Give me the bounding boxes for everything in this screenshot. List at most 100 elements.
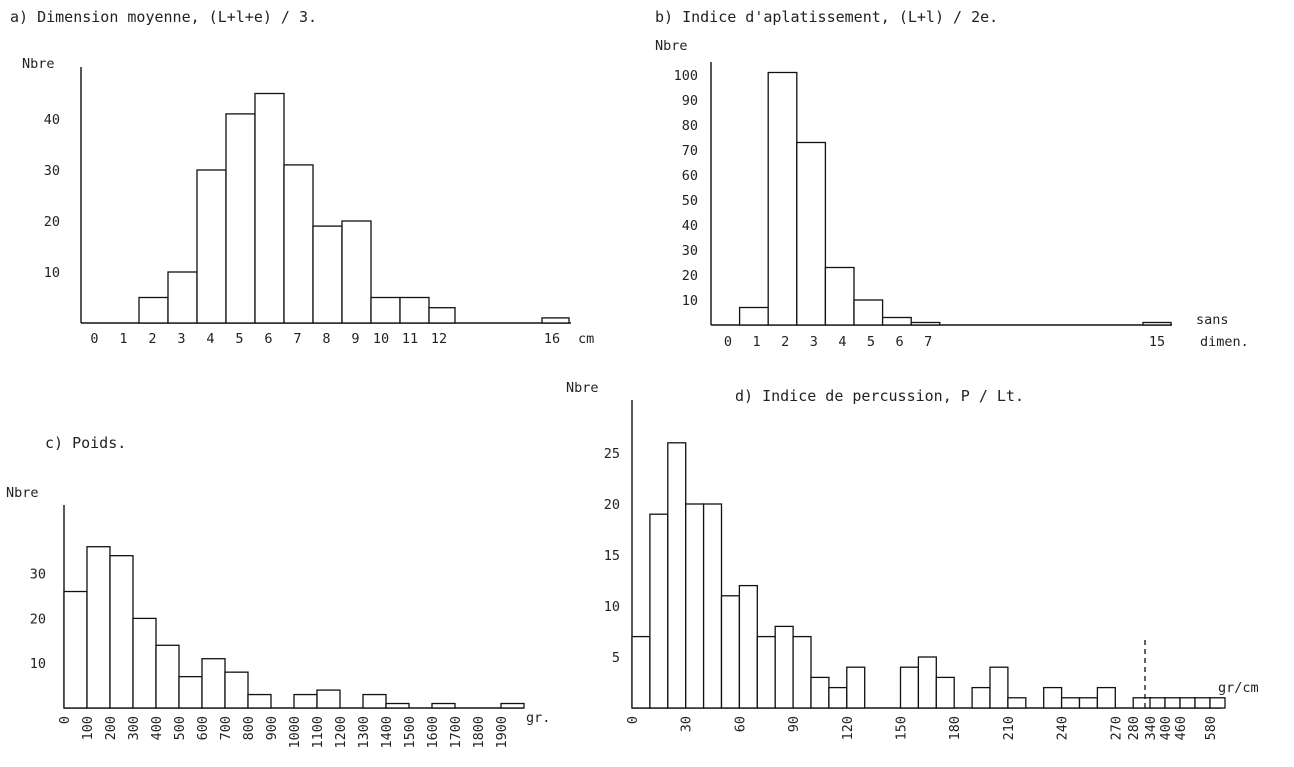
panel-d-bar — [1209, 697, 1226, 709]
panel-a-bar — [541, 317, 570, 324]
panel-c-bar — [63, 590, 88, 709]
panel-c-x-tick: 500 — [172, 716, 188, 740]
panel-d-bar — [828, 686, 848, 709]
panel-a-bar — [312, 225, 343, 324]
panel-d-bar — [971, 686, 991, 709]
panel-b-bar — [767, 71, 798, 326]
panel-c-bar — [385, 702, 410, 709]
panel-b-x-tick: 0 — [724, 334, 732, 350]
panel-b-bar — [824, 266, 855, 326]
panel-d-x-tick: 240 — [1055, 716, 1071, 740]
panel-b-y-tick: 90 — [682, 93, 698, 109]
panel-d-x-tick: 30 — [679, 716, 695, 732]
panel-d-y-tick: 10 — [604, 599, 620, 615]
panel-b-bar — [910, 321, 941, 326]
panel-c-bar — [201, 658, 226, 709]
panel-d-bar — [756, 635, 776, 709]
panel-a-x-unit: cm — [578, 331, 594, 347]
panel-d-bar — [810, 676, 830, 709]
panel-a-x-tick: 2 — [148, 331, 156, 347]
panel-d-x-unit: gr/cm — [1218, 680, 1259, 696]
panel-d-x-tick: 280 — [1126, 716, 1142, 740]
panel-b-x-unit-line2: dimen. — [1200, 334, 1249, 350]
panel-d-bar — [1149, 697, 1166, 709]
panel-d-bar — [649, 513, 669, 709]
panel-b-x-tick: 5 — [867, 334, 875, 350]
panel-d-bar — [1164, 697, 1181, 709]
panel-a-bar — [341, 220, 372, 324]
panel-a-x-tick: 7 — [293, 331, 301, 347]
panel-a-x-tick: 1 — [119, 331, 127, 347]
panel-d-bar — [685, 503, 705, 709]
panel-c-x-tick: 200 — [103, 716, 119, 740]
panel-b-x-tick: 1 — [753, 334, 761, 350]
panel-b-y-tick: 50 — [682, 193, 698, 209]
panel-c-x-tick: 1700 — [448, 716, 464, 749]
panel-b-bar — [881, 316, 912, 326]
panel-c-x-tick: 1400 — [379, 716, 395, 749]
panel-b-y-tick: 10 — [682, 293, 698, 309]
panel-c-bar — [431, 702, 456, 709]
panel-c-bar — [316, 689, 341, 709]
panel-b-x-tick: 15 — [1149, 334, 1165, 350]
panel-d-x-tick: 150 — [894, 716, 910, 740]
panel-c-bar — [362, 693, 387, 709]
panel-d-bar — [738, 584, 758, 709]
panel-d-x-tick: 120 — [840, 716, 856, 740]
panel-a-y-label: Nbre — [22, 56, 55, 72]
panel-a-x-tick: 11 — [402, 331, 418, 347]
panel-a-x-tick: 4 — [206, 331, 214, 347]
panel-d-y-tick: 25 — [604, 446, 620, 462]
panel-b-x-tick: 7 — [924, 334, 932, 350]
panel-c-y-tick: 20 — [30, 611, 46, 627]
panel-c-x-tick: 1300 — [356, 716, 372, 749]
panel-d-x-tick: 340 — [1143, 716, 1159, 740]
panel-a-bar — [399, 296, 430, 324]
panel-a-x-tick: 0 — [90, 331, 98, 347]
panel-c-y-label: Nbre — [6, 485, 39, 501]
panel-d-bar — [846, 666, 866, 709]
panel-b-y-tick: 80 — [682, 118, 698, 134]
panel-b-plot: 10 20 30 40 50 60 70 80 90 100 0 1 2 3 4 5 6 7 15 — [674, 62, 1172, 350]
panel-a-title: a) Dimension moyenne, (L+l+e) / 3. — [10, 8, 317, 26]
panel-c-x-tick: 600 — [195, 716, 211, 740]
panel-c-x-tick: 100 — [80, 716, 96, 740]
panel-a-x-tick: 9 — [351, 331, 359, 347]
panel-d-bar — [702, 503, 723, 709]
panel-c-x-tick: 1600 — [425, 716, 441, 749]
panel-c-bar — [247, 693, 272, 709]
panel-b-x-unit-line1: sans — [1196, 312, 1229, 328]
panel-c-y-tick: 10 — [30, 656, 46, 672]
panel-d-bar — [1194, 697, 1211, 709]
panel-b-title: b) Indice d'aplatissement, (L+l) / 2e. — [655, 8, 998, 26]
panel-d-bar — [1078, 697, 1099, 709]
panel-a-bar — [428, 307, 456, 324]
panel-d-x-tick: 580 — [1203, 716, 1219, 740]
panel-a-bar — [283, 164, 314, 324]
panel-d-bar — [1132, 697, 1152, 709]
panel-b: b) Indice d'aplatissement, (L+l) / 2e. N… — [655, 8, 1249, 350]
panel-b-y-tick: 60 — [682, 168, 698, 184]
panel-d-x-tick: 0 — [625, 716, 641, 724]
panel-a-bar — [167, 271, 198, 324]
panel-d-x-tick: 90 — [786, 716, 802, 732]
panel-a-x-tick: 10 — [373, 331, 389, 347]
panel-d-plot: 5 10 15 20 25 0 30 60 90 120 150 180 210 240 270 280 340… — [604, 400, 1226, 740]
panel-d-bar — [720, 595, 741, 709]
panel-d-x-tick: 270 — [1108, 716, 1124, 740]
panel-c-x-tick: 0 — [57, 716, 73, 724]
panel-a-x-tick: 5 — [235, 331, 243, 347]
panel-c-x-tick: 1500 — [402, 716, 418, 749]
panel-a-y-tick: 30 — [44, 163, 60, 179]
panel-c-y-tick: 30 — [30, 567, 46, 583]
panel-b-x-tick: 4 — [838, 334, 846, 350]
panel-c-x-tick: 400 — [149, 716, 165, 740]
panel-b-bar — [796, 141, 827, 326]
panel-d-bar — [989, 666, 1009, 709]
panel-c-x-tick: 300 — [126, 716, 142, 740]
panel-a: a) Dimension moyenne, (L+l+e) / 3. Nbre … — [10, 8, 594, 347]
panel-c-bar — [155, 644, 180, 709]
